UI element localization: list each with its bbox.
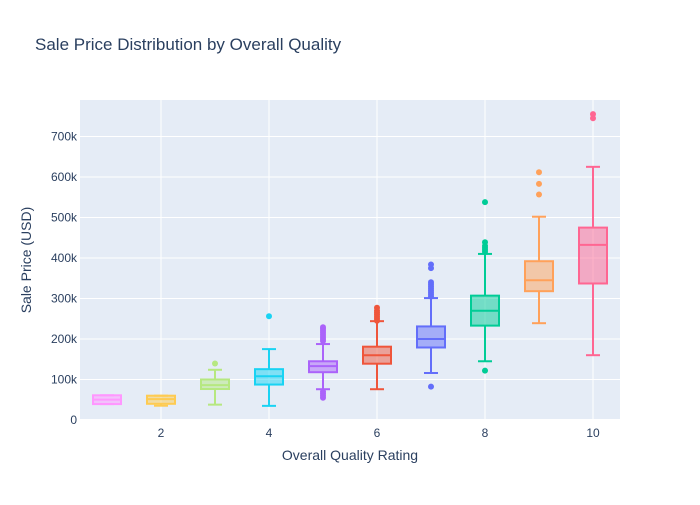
tick-labels: 0 100k 200k 300k 400k 500k 600k 700k 2 4 6 8 10 [51,129,600,440]
box-trace-9 [524,169,554,325]
box-trace-10 [578,111,608,357]
box-trace-5 [308,324,338,401]
outlier-point [320,388,326,395]
outlier-point [482,199,488,206]
outlier-point [536,169,542,176]
plot-area [80,100,620,420]
outlier-point [482,367,488,374]
y-tick-label: 200k [51,332,78,346]
outlier-point [536,191,542,198]
box-trace-1 [92,394,122,406]
box-trace-2 [146,394,176,407]
box-trace-4 [254,313,284,407]
x-tick-label: 10 [586,426,600,440]
outlier-point [212,360,218,367]
box-traces [92,111,608,407]
y-tick-label: 500k [51,210,78,224]
outlier-point [482,239,488,246]
y-tick-label: 600k [51,170,78,184]
outlier-point [536,180,542,187]
outlier-point [590,111,596,118]
iqr-box [416,325,446,349]
outlier-point [428,279,434,286]
y-tick-label: 100k [51,372,78,386]
x-tick-label: 6 [374,426,381,440]
y-tick-label: 300k [51,291,78,305]
y-tick-label: 400k [51,251,78,265]
x-tick-label: 2 [158,426,165,440]
x-tick-label: 8 [482,426,489,440]
box-trace-8 [470,199,500,374]
box-trace-7 [416,261,446,390]
chart-title: Sale Price Distribution by Overall Quali… [35,35,342,54]
outlier-point [266,313,272,320]
y-tick-label: 700k [51,129,78,143]
outlier-point [428,383,434,390]
iqr-box [578,226,608,285]
x-tick-label: 4 [266,426,273,440]
y-tick-label: 0 [70,413,77,427]
outlier-point [374,304,380,311]
x-axis-title: Overall Quality Rating [282,447,418,463]
outlier-point [320,324,326,331]
outlier-point [428,261,434,268]
box-trace-6 [362,304,392,391]
box-trace-3 [200,360,230,406]
iqr-box [524,260,554,293]
y-axis-title: Sale Price (USD) [18,207,34,314]
